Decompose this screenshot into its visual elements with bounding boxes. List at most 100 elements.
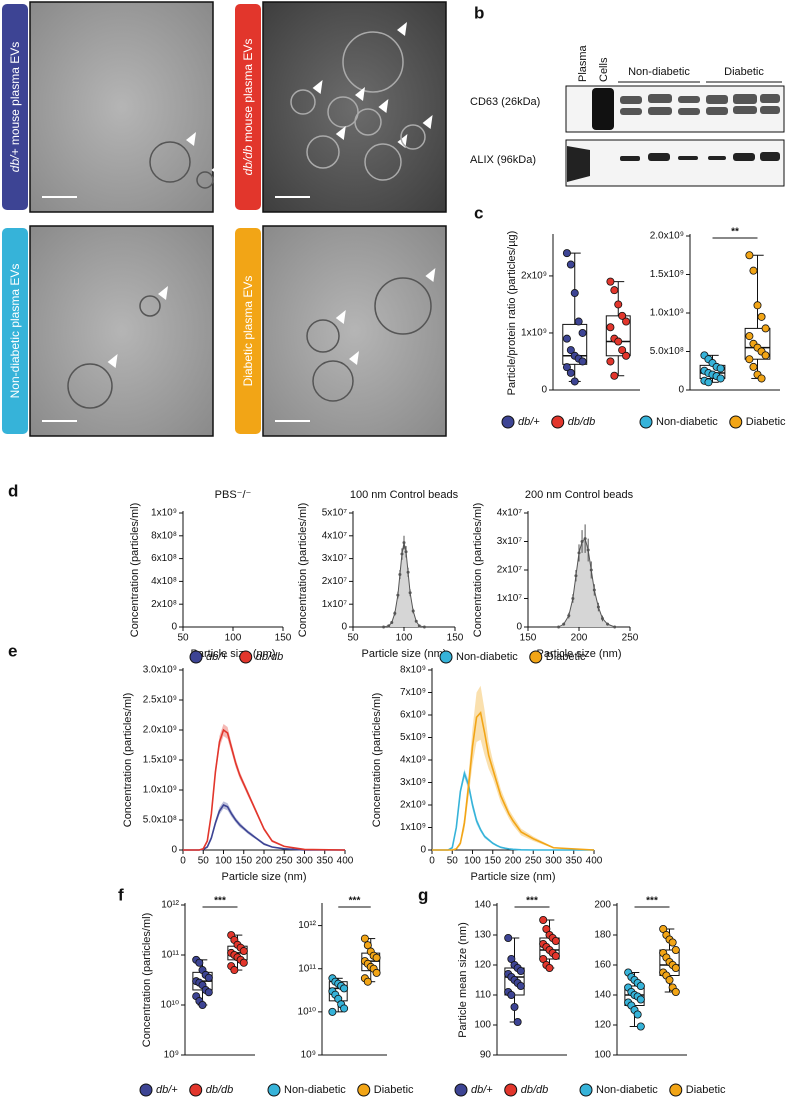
legend-label: Non-diabetic [656, 416, 718, 428]
y-tick-label: 90 [480, 1050, 492, 1061]
x-tick-label: 150 [447, 633, 464, 644]
x-tick-label: 250 [525, 856, 542, 867]
data-point [586, 548, 590, 552]
label-italic: db/db [241, 142, 255, 175]
y-tick-label: 5x10⁹ [400, 732, 426, 743]
legend-marker [189, 1083, 203, 1097]
x-tick-label: 400 [337, 856, 354, 867]
data-point [562, 334, 571, 343]
y-tick-label: 4x10⁸ [151, 576, 177, 587]
y-tick-label: 2.0x10⁹ [650, 231, 684, 242]
panel-label: e [8, 641, 17, 660]
x-tick-label: 250 [622, 633, 639, 644]
x-axis-label: Particle size (nm) [362, 648, 447, 660]
legend-marker [357, 1083, 371, 1097]
data-point [198, 1001, 207, 1010]
data-point [704, 378, 713, 387]
legend-label: db/+ [206, 651, 228, 663]
y-tick-label: 8x10⁸ [151, 530, 177, 541]
y-axis-label: Concentration (particles/ml) [129, 503, 141, 638]
data-point [749, 266, 758, 275]
y-tick-label: 3x10⁹ [400, 777, 426, 788]
label-tab [235, 4, 261, 210]
data-point [636, 1022, 645, 1031]
data-point [596, 605, 600, 609]
data-point [566, 260, 575, 269]
y-axis-label: Concentration (particles/ml) [297, 503, 309, 638]
vesicle [149, 141, 191, 183]
data-point [390, 620, 394, 624]
data-point [622, 351, 631, 360]
line [183, 728, 346, 851]
y-tick-label: 10⁹ [164, 1050, 179, 1061]
legend-label: Diabetic [686, 1084, 726, 1096]
data-point [382, 625, 386, 629]
x-tick-label: 50 [347, 633, 359, 644]
data-point [589, 568, 593, 572]
y-tick-label: 3x10⁷ [322, 553, 348, 564]
legend-marker [239, 650, 253, 664]
legend-marker [504, 1083, 518, 1097]
arrowhead [425, 268, 436, 282]
error-band [432, 769, 594, 850]
x-tick-label: 100 [215, 856, 232, 867]
data-point [404, 550, 408, 554]
arrowhead [378, 99, 389, 113]
y-tick-label: 10¹² [161, 900, 179, 911]
arrowhead [335, 126, 346, 140]
row-label: CD63 (26kDa) [470, 96, 540, 108]
x-tick-label: 300 [545, 856, 562, 867]
legend-label: db/+ [156, 1084, 178, 1096]
data-point [372, 953, 381, 962]
data-point [753, 301, 762, 310]
y-tick-label: 5.0x10⁸ [143, 815, 177, 826]
data-point [567, 614, 571, 618]
micrograph [262, 225, 447, 437]
y-tick-label: 8x10⁹ [400, 665, 426, 676]
data-point [606, 323, 615, 332]
data-point [204, 973, 213, 982]
arrowhead [335, 310, 346, 324]
data-point [340, 1004, 349, 1013]
data-point [328, 1007, 337, 1016]
x-axis-label: Particle size (nm) [537, 648, 622, 660]
legend-marker [639, 415, 653, 429]
data-point [406, 570, 410, 574]
data-point [513, 1018, 522, 1027]
y-tick-label: 2.5x10⁹ [143, 695, 177, 706]
y-tick-label: 5.0x10⁸ [650, 346, 684, 357]
legend-label: db/db [568, 416, 596, 428]
y-tick-label: 4x10⁷ [322, 530, 348, 541]
x-axis-label: Particle size (nm) [471, 871, 556, 883]
micrograph-label: db/db mouse plasma EVs [241, 39, 255, 176]
x-tick-label: 150 [235, 856, 252, 867]
y-tick-label: 6x10⁹ [400, 710, 426, 721]
x-tick-label: 100 [396, 633, 413, 644]
data-point [761, 351, 770, 360]
data-point [239, 958, 248, 967]
label-italic: db/+ [8, 145, 22, 172]
data-point [583, 537, 587, 541]
micrograph-label: Diabetic plasma EVs [241, 276, 255, 387]
data-point [633, 1010, 642, 1019]
y-tick-label: 3.0x10⁹ [143, 665, 177, 676]
y-tick-label: 10¹² [298, 920, 316, 931]
y-tick-label: 140 [474, 900, 491, 911]
arrowhead [107, 354, 118, 368]
significance-label: ** [731, 227, 739, 238]
x-tick-label: 50 [447, 856, 459, 867]
legend-label: Diabetic [746, 416, 786, 428]
data-point [745, 251, 754, 260]
label-text: mouse plasma EVs [8, 42, 22, 145]
x-tick-label: 200 [505, 856, 522, 867]
y-tick-label: 1x10⁷ [322, 599, 348, 610]
data-point [606, 357, 615, 366]
blot-bands-cd63 [620, 94, 780, 115]
y-tick-label: 10¹⁰ [161, 1000, 179, 1011]
arrowhead [211, 162, 222, 176]
y-axis-label: Concentration (particles/ml) [472, 503, 484, 638]
x-tick-label: 350 [316, 856, 333, 867]
data-point [606, 277, 615, 286]
micrograph [262, 1, 447, 213]
